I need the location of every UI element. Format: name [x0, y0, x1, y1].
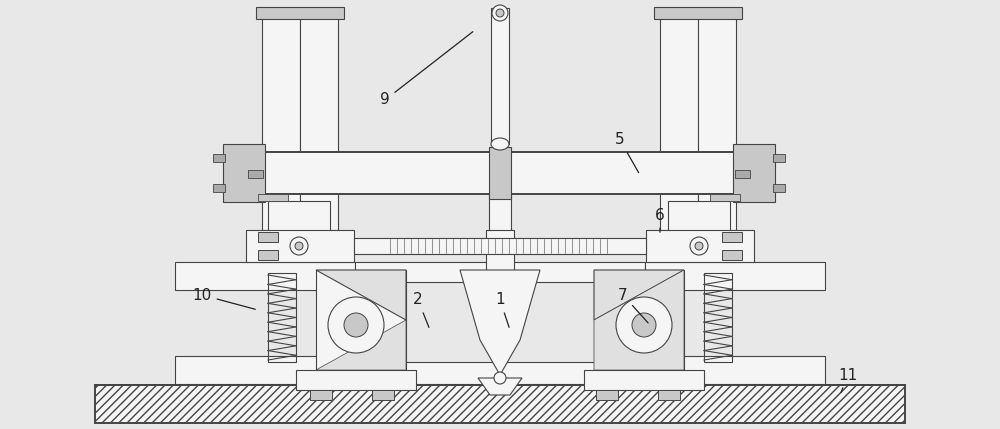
- Circle shape: [344, 313, 368, 337]
- Bar: [735, 170, 750, 178]
- Bar: [262, 10, 300, 230]
- Circle shape: [616, 297, 672, 353]
- Bar: [262, 152, 736, 194]
- Bar: [660, 10, 698, 230]
- Bar: [658, 390, 680, 400]
- Bar: [489, 194, 511, 269]
- Text: 5: 5: [615, 133, 639, 172]
- Polygon shape: [316, 320, 406, 370]
- Bar: [596, 390, 618, 400]
- Bar: [489, 147, 511, 199]
- Circle shape: [496, 9, 504, 17]
- Bar: [246, 230, 354, 262]
- Bar: [213, 184, 225, 192]
- Circle shape: [494, 372, 506, 384]
- Bar: [584, 370, 704, 390]
- Bar: [491, 8, 509, 144]
- Bar: [354, 238, 646, 254]
- Bar: [733, 144, 775, 202]
- Text: 1: 1: [495, 293, 509, 327]
- Text: 7: 7: [618, 287, 648, 323]
- Bar: [258, 194, 288, 201]
- Bar: [773, 184, 785, 192]
- Circle shape: [690, 237, 708, 255]
- Bar: [320, 362, 680, 384]
- Polygon shape: [316, 270, 406, 320]
- Bar: [722, 250, 742, 260]
- Bar: [372, 390, 394, 400]
- Bar: [175, 262, 355, 290]
- Bar: [223, 144, 265, 202]
- Polygon shape: [594, 270, 684, 370]
- Bar: [594, 270, 684, 370]
- Bar: [773, 154, 785, 162]
- Bar: [680, 356, 825, 384]
- Text: 11: 11: [838, 368, 858, 393]
- Ellipse shape: [491, 138, 509, 150]
- Bar: [248, 170, 263, 178]
- Bar: [722, 232, 742, 242]
- Polygon shape: [460, 270, 540, 375]
- Bar: [300, 10, 338, 230]
- Bar: [310, 390, 332, 400]
- Bar: [710, 194, 740, 201]
- Bar: [698, 10, 736, 230]
- Circle shape: [328, 297, 384, 353]
- Bar: [486, 230, 514, 310]
- Bar: [355, 262, 645, 282]
- Bar: [175, 356, 320, 384]
- Bar: [95, 385, 905, 423]
- Bar: [256, 7, 344, 19]
- Bar: [668, 201, 730, 251]
- Polygon shape: [594, 270, 684, 320]
- Bar: [268, 273, 296, 362]
- Bar: [646, 230, 754, 262]
- Bar: [704, 273, 732, 362]
- Circle shape: [632, 313, 656, 337]
- Text: 6: 6: [655, 208, 665, 232]
- Bar: [654, 7, 742, 19]
- Circle shape: [295, 242, 303, 250]
- Bar: [296, 370, 416, 390]
- Text: 10: 10: [192, 287, 255, 309]
- Bar: [213, 154, 225, 162]
- Bar: [316, 270, 406, 370]
- Circle shape: [290, 237, 308, 255]
- Text: 2: 2: [413, 293, 429, 327]
- Circle shape: [695, 242, 703, 250]
- Polygon shape: [478, 378, 522, 395]
- Bar: [258, 250, 278, 260]
- Text: 9: 9: [380, 32, 473, 108]
- Bar: [645, 262, 825, 290]
- Bar: [258, 232, 278, 242]
- Bar: [268, 201, 330, 251]
- Circle shape: [492, 5, 508, 21]
